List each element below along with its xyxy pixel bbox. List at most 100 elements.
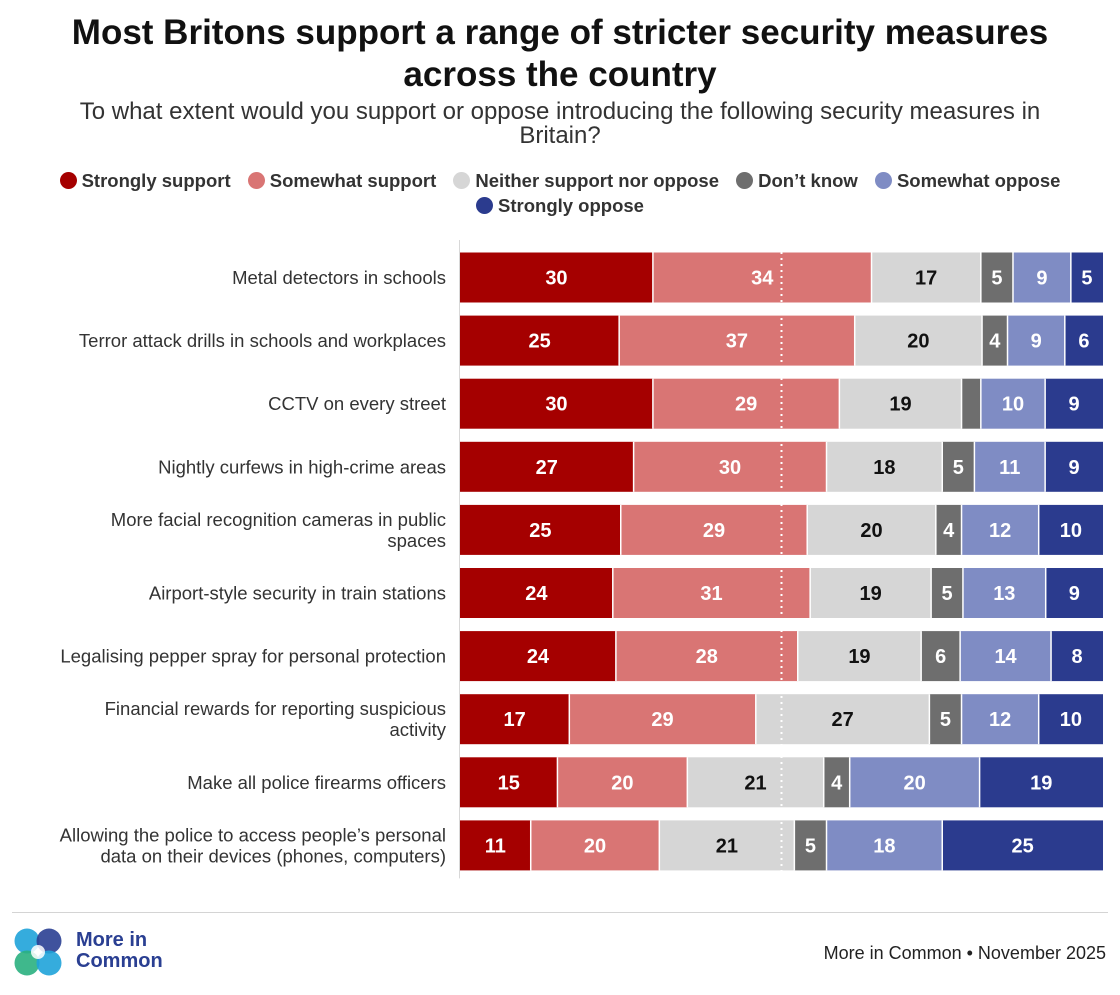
data-label: 10 [1060,709,1082,731]
bar-segment-somewhat-oppose [1007,315,1065,366]
chart-subtitle-line-2: Britain? [519,122,601,149]
bar-segment-dont-know [931,568,963,618]
data-label: 19 [860,583,882,605]
data-label: 15 [498,772,520,794]
data-label: 19 [848,646,870,668]
source-credit: More in Common • November 2025 [823,943,1106,963]
chart-title: Most Britons support a range of stricter… [0,12,1120,96]
bar-segment-strongly-oppose [1038,504,1103,555]
data-label: 5 [805,835,816,857]
bar-row: Metal detectors in schools 30 34 17 5 9 5 [232,252,1103,303]
bar-segment-strongly-support [460,568,613,618]
data-label: 10 [1002,394,1024,416]
bar-segment-neither [807,504,936,555]
legend-item-neither: Neither support nor oppose [453,168,719,193]
category-label: Financial rewards for reporting suspicio… [105,698,447,740]
bar-segment-neither [659,820,795,871]
bar-row: Allowing the police to access people’s p… [60,820,1103,871]
data-label: 30 [719,457,741,479]
data-label: 25 [1012,835,1034,857]
chart-subtitle: To what extent would you support or oppo… [20,100,1100,148]
bar-segment-somewhat-support [530,820,660,871]
bar-segment-somewhat-oppose [961,504,1039,555]
bar-segment-neither [687,757,824,808]
data-label: 4 [989,331,1001,353]
data-label: 25 [529,520,551,542]
data-label: 20 [611,772,633,794]
bar-segment-somewhat-support [652,252,872,303]
bar-segment-dont-know [794,820,827,871]
bar-segment-strongly-support [460,820,531,871]
data-label: 30 [545,394,567,416]
legend-item-strongly-oppose: Strongly oppose [476,193,644,218]
bar-segment-strongly-support [460,694,570,745]
bar-segment-strongly-oppose [1038,694,1103,745]
category-label: Make all police firearms officers [187,772,446,793]
data-label: 8 [1071,646,1082,668]
bar-segment-somewhat-support [633,441,827,492]
data-label: 20 [904,772,926,794]
bar-segment-dont-know [929,694,962,745]
bar-row: More facial recognition cameras in publi… [111,504,1103,555]
bar-segment-somewhat-support [569,694,756,745]
data-label: 18 [873,835,895,857]
data-label: 29 [735,394,757,416]
data-label: 9 [1031,331,1042,353]
category-label: CCTV on every street [268,393,446,414]
data-label: 24 [525,583,548,605]
legend-item-dont-know: Don’t know [736,168,858,193]
legend-label: Neither support nor oppose [475,170,719,191]
bar-segment-somewhat-oppose [974,441,1046,492]
bar-segment-neither [797,631,922,682]
bar-segment-strongly-support [460,441,634,492]
data-label: 20 [907,331,929,353]
chart-legend: Strongly support Somewhat support Neithe… [20,168,1100,218]
bar-segment-somewhat-oppose [961,694,1039,745]
bar-row: CCTV on every street 30 29 19 10 9 [268,378,1103,429]
stacked-bar-chart: Metal detectors in schools 30 34 17 5 9 5 Terro… [60,240,1103,879]
bar-segment-strongly-support [460,252,653,303]
data-label: 30 [545,268,567,290]
logo-wordmark: More in Common [76,930,163,972]
bar-segment-strongly-oppose [1051,631,1103,682]
category-label: Terror attack drills in schools and work… [79,330,446,351]
data-label: 29 [703,520,725,542]
data-label: 11 [485,835,506,857]
bar-segment-somewhat-oppose [1012,252,1071,303]
bar-row: Airport-style security in train stations… [149,568,1103,618]
bar-segment-strongly-oppose [1045,441,1103,492]
legend-swatch-somewhat-support [247,172,265,189]
data-label: 5 [940,709,951,731]
data-label: 34 [751,268,774,290]
legend-item-strongly-support: Strongly support [59,168,231,193]
data-label: 4 [831,772,843,794]
bar-segment-neither [854,315,983,366]
bar-segment-neither [826,441,943,492]
footer-divider [12,912,1108,913]
bar-segment-neither [839,378,962,429]
bar-segment-dont-know [942,441,975,492]
data-label: 9 [1069,457,1080,479]
data-label: 11 [999,457,1020,479]
data-label: 27 [831,709,853,731]
data-label: 12 [989,520,1011,542]
legend-item-somewhat-support: Somewhat support [247,168,436,193]
category-label: Allowing the police to access people’s p… [60,824,446,866]
chart-title-line-1: Most Britons support a range of stricter… [71,13,1049,52]
legend-label: Somewhat oppose [896,170,1061,191]
data-label: 24 [527,646,550,668]
bar-segment-strongly-support [460,631,616,682]
legend-label: Strongly support [81,170,231,191]
bar-segment-strongly-support [460,315,620,366]
data-label: 28 [696,646,718,668]
bar-segment-strongly-oppose [1045,378,1103,429]
bar-segment-somewhat-support [615,631,798,682]
legend-label: Don’t know [758,170,858,191]
legend-swatch-strongly-oppose [476,197,494,214]
data-label: 12 [989,709,1011,731]
data-label: 6 [1078,331,1089,353]
more-in-common-logo: More in Common [12,926,232,982]
data-label: 9 [1036,268,1047,290]
data-label: 13 [993,583,1015,605]
bar-segment-somewhat-oppose [980,378,1046,429]
